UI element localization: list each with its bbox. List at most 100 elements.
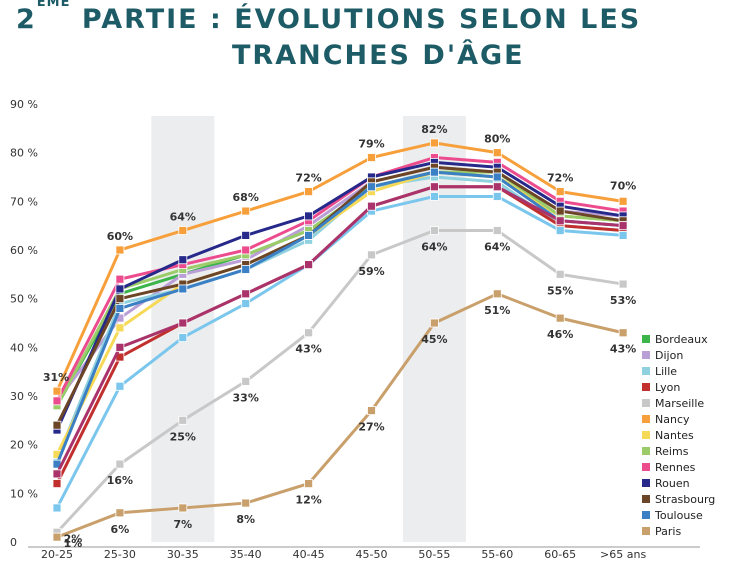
legend-label: Paris (655, 524, 682, 538)
data-point-unlabeled (555, 216, 565, 226)
data-label-nancy: 70% (610, 179, 636, 192)
data-point-toulouse (367, 182, 376, 192)
legend-swatch (642, 351, 650, 359)
legend-label: Marseille (655, 396, 705, 410)
data-point-nancy (52, 386, 62, 396)
data-point-unlabeled (618, 230, 628, 240)
legend-label: Lille (655, 364, 678, 378)
legend-item-toulouse: Toulouse (642, 507, 734, 523)
data-label-nancy: 64% (170, 211, 196, 224)
data-point-unlabeled (618, 221, 628, 231)
legend-item-reims: Reims (642, 443, 734, 459)
legend-item-rouen: Rouen (642, 475, 734, 491)
data-label-paris: 7% (173, 518, 192, 531)
y-tick-label: 20 % (10, 439, 38, 452)
legend-label: Reims (655, 444, 689, 458)
data-point-unlabeled (304, 260, 314, 270)
data-label-marseille: 64% (421, 241, 447, 254)
legend-label: Dijon (655, 348, 684, 362)
data-label-nancy: 80% (484, 133, 510, 146)
data-point-nancy (429, 138, 439, 148)
data-label-nancy: 82% (421, 123, 447, 136)
data-label-marseille: 25% (170, 430, 196, 443)
data-point-marseille (367, 250, 376, 260)
data-point-unlabeled (52, 503, 62, 513)
data-point-strasbourg (52, 420, 62, 430)
x-tick-label: >65 ans (600, 548, 646, 561)
legend-label: Bordeaux (655, 332, 708, 346)
legend-swatch (642, 367, 650, 375)
data-point-unlabeled (429, 192, 439, 201)
data-point-rennes (52, 396, 62, 406)
data-point-marseille (555, 269, 565, 279)
series-line-nantes (55, 170, 624, 456)
x-tick-label: 35-40 (230, 548, 262, 561)
data-point-unlabeled (178, 333, 188, 343)
data-point-toulouse (492, 172, 502, 182)
series-line-strasbourg (55, 165, 624, 426)
data-label-paris: 12% (295, 494, 321, 507)
data-point-unlabeled (115, 342, 125, 352)
legend-label: Lyon (655, 380, 681, 394)
data-point-marseille (618, 279, 628, 289)
data-point-marseille (492, 226, 502, 235)
data-label-nancy: 31% (43, 371, 69, 384)
data-point-paris (52, 532, 62, 542)
data-point-unlabeled (555, 226, 565, 235)
data-point-nancy (367, 153, 376, 162)
legend-swatch (642, 511, 650, 519)
data-point-unlabeled (492, 192, 502, 201)
series-line-unlabeled (55, 194, 624, 509)
x-tick-label: 30-35 (167, 548, 199, 561)
series-line-rouen (55, 160, 624, 431)
data-point-toulouse (115, 303, 125, 313)
data-label-paris: 46% (547, 328, 573, 341)
data-point-paris (367, 406, 376, 416)
y-tick-label: 90 % (10, 98, 38, 111)
data-point-rennes (115, 274, 125, 284)
x-tick-label: 60-65 (544, 548, 576, 561)
data-point-paris (555, 313, 565, 323)
legend-item-nancy: Nancy (642, 411, 734, 427)
legend-label: Rouen (655, 476, 690, 490)
data-label-marseille: 55% (547, 284, 573, 297)
legend-swatch (642, 479, 650, 487)
data-point-nancy (304, 187, 314, 197)
title-line-1: 2ÈME PARTIE : ÉVOLUTIONS SELON LES (16, 0, 642, 35)
data-label-paris: 51% (484, 304, 510, 317)
legend-item-lille: Lille (642, 363, 734, 379)
data-point-nancy (115, 245, 125, 255)
y-tick-label: 10 % (10, 487, 38, 500)
data-label-marseille: 59% (358, 265, 384, 278)
legend-swatch (642, 447, 650, 455)
data-point-unlabeled (178, 318, 188, 328)
legend-label: Nancy (655, 412, 690, 426)
data-point-rouen (304, 211, 314, 221)
data-point-nancy (618, 196, 628, 206)
data-point-marseille (178, 415, 188, 425)
data-point-marseille (304, 328, 314, 338)
legend-swatch (642, 415, 650, 423)
page-title: 2ÈME PARTIE : ÉVOLUTIONS SELON LES TRANC… (0, 0, 734, 80)
data-point-paris (241, 498, 251, 508)
series-line-lyon (55, 185, 624, 485)
data-point-unlabeled (241, 289, 251, 299)
data-point-nancy (492, 148, 502, 158)
data-label-nancy: 68% (233, 191, 259, 204)
legend-label: Toulouse (655, 508, 703, 522)
data-point-unlabeled (367, 201, 376, 211)
series-line-nancy (55, 141, 624, 392)
legend-item-strasbourg: Strasbourg (642, 491, 734, 507)
data-point-strasbourg (555, 206, 565, 216)
x-tick-label: 50-55 (418, 548, 450, 561)
data-point-paris (178, 503, 188, 513)
data-label-paris: 8% (236, 513, 255, 526)
data-label-marseille: 16% (107, 474, 133, 487)
highlight-band (151, 116, 215, 542)
series-line-paris (56, 292, 624, 539)
data-point-unlabeled (52, 469, 62, 479)
x-tick-label: 40-45 (293, 548, 325, 561)
data-point-rennes (241, 245, 251, 255)
legend-swatch (642, 463, 650, 471)
